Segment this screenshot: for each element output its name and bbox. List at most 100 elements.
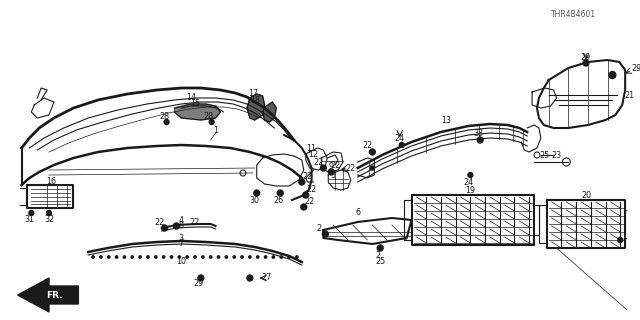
Circle shape — [155, 256, 157, 258]
Circle shape — [47, 211, 51, 215]
Text: 1: 1 — [213, 125, 218, 134]
Circle shape — [288, 256, 291, 258]
Text: 3: 3 — [179, 234, 184, 243]
Circle shape — [233, 256, 236, 258]
Circle shape — [164, 119, 169, 124]
Circle shape — [247, 275, 253, 281]
Circle shape — [178, 256, 180, 258]
Text: 31: 31 — [24, 214, 35, 223]
Text: 6: 6 — [355, 207, 360, 217]
Text: 8: 8 — [179, 220, 184, 229]
Text: 22: 22 — [189, 218, 199, 227]
Polygon shape — [247, 94, 264, 120]
Circle shape — [162, 225, 168, 231]
Text: 30: 30 — [250, 196, 260, 204]
Circle shape — [131, 256, 134, 258]
Polygon shape — [262, 102, 276, 122]
Text: 7: 7 — [179, 238, 184, 247]
Circle shape — [147, 256, 149, 258]
Circle shape — [618, 237, 623, 243]
Circle shape — [225, 256, 228, 258]
Circle shape — [296, 256, 298, 258]
Circle shape — [323, 231, 328, 237]
Text: 17: 17 — [248, 89, 258, 98]
Text: FR.: FR. — [45, 291, 62, 300]
Text: 26: 26 — [273, 196, 284, 204]
Text: 27: 27 — [261, 274, 271, 283]
Circle shape — [303, 192, 308, 198]
Text: 22: 22 — [307, 185, 317, 194]
Text: 25: 25 — [375, 257, 385, 266]
Text: 33: 33 — [473, 129, 483, 138]
Circle shape — [92, 256, 94, 258]
Text: 29: 29 — [632, 63, 640, 73]
Circle shape — [399, 142, 404, 148]
Text: 32: 32 — [44, 214, 54, 223]
Text: 23: 23 — [552, 150, 562, 159]
Circle shape — [209, 119, 214, 124]
Circle shape — [198, 275, 204, 281]
Text: 29: 29 — [194, 279, 204, 289]
Text: 22: 22 — [314, 157, 324, 166]
Text: 28: 28 — [204, 111, 214, 121]
Circle shape — [115, 256, 118, 258]
Circle shape — [321, 165, 326, 171]
Circle shape — [202, 256, 204, 258]
Text: 11: 11 — [307, 143, 317, 153]
Text: 2: 2 — [376, 251, 381, 260]
Circle shape — [583, 60, 589, 66]
Text: 9: 9 — [328, 162, 334, 171]
Circle shape — [377, 245, 383, 251]
Circle shape — [100, 256, 102, 258]
Circle shape — [186, 256, 188, 258]
Polygon shape — [18, 278, 78, 312]
Circle shape — [468, 172, 473, 178]
Circle shape — [609, 71, 616, 78]
Text: 5: 5 — [331, 171, 336, 180]
Text: 28: 28 — [159, 111, 170, 121]
Text: 22: 22 — [362, 140, 372, 149]
Circle shape — [249, 256, 251, 258]
Circle shape — [108, 256, 110, 258]
Text: 21: 21 — [624, 91, 634, 100]
Text: 18: 18 — [250, 95, 260, 105]
Circle shape — [209, 256, 212, 258]
Text: THR4B4601: THR4B4601 — [551, 10, 596, 19]
Text: 25: 25 — [540, 150, 550, 159]
Text: 14: 14 — [186, 92, 196, 101]
Circle shape — [272, 256, 275, 258]
Text: 29: 29 — [581, 52, 591, 61]
Circle shape — [173, 223, 179, 229]
Text: 22: 22 — [155, 218, 165, 227]
Text: 15: 15 — [190, 99, 200, 108]
Circle shape — [29, 211, 34, 215]
Circle shape — [254, 190, 260, 196]
Text: 12: 12 — [308, 149, 319, 158]
Circle shape — [328, 169, 334, 175]
Text: 22: 22 — [303, 172, 313, 180]
Text: 19: 19 — [465, 186, 476, 195]
Circle shape — [264, 256, 267, 258]
Circle shape — [124, 256, 125, 258]
Text: 24: 24 — [463, 178, 474, 187]
Circle shape — [371, 166, 374, 170]
Text: 24: 24 — [395, 133, 405, 142]
Text: 22: 22 — [305, 196, 315, 205]
Text: 13: 13 — [441, 116, 451, 124]
Text: 20: 20 — [581, 190, 591, 199]
Polygon shape — [175, 104, 220, 120]
Circle shape — [241, 256, 243, 258]
Circle shape — [280, 256, 282, 258]
Circle shape — [301, 204, 307, 210]
Circle shape — [277, 190, 283, 196]
Circle shape — [163, 256, 165, 258]
Text: 10: 10 — [176, 258, 186, 267]
Circle shape — [299, 179, 305, 185]
Text: 2: 2 — [316, 223, 321, 233]
Circle shape — [170, 256, 173, 258]
Circle shape — [139, 256, 141, 258]
Circle shape — [257, 256, 259, 258]
Text: 22: 22 — [346, 164, 356, 172]
Circle shape — [194, 256, 196, 258]
Text: 16: 16 — [46, 177, 56, 186]
